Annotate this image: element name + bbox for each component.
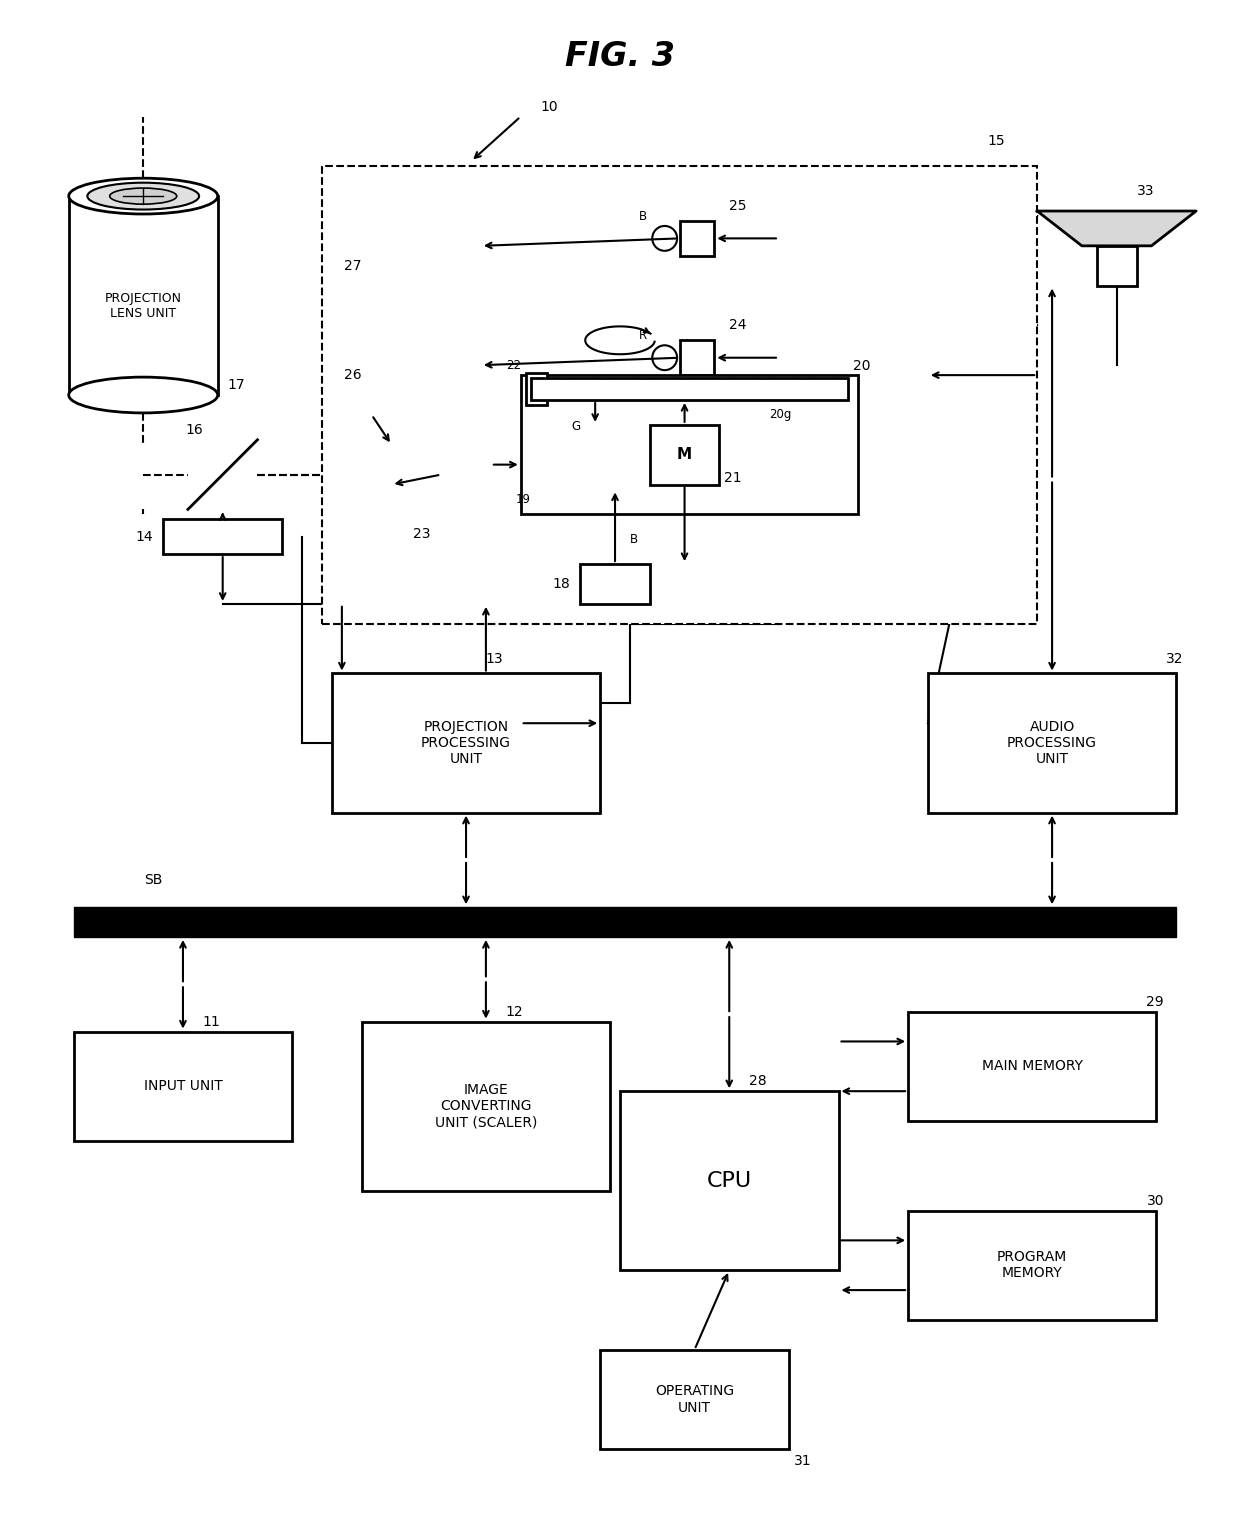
Text: M: M xyxy=(677,448,692,461)
Text: FIG. 3: FIG. 3 xyxy=(565,41,675,73)
Bar xyxy=(650,425,719,484)
Text: 12: 12 xyxy=(506,1005,523,1019)
Text: 16: 16 xyxy=(185,423,203,437)
Ellipse shape xyxy=(652,346,677,370)
Text: 20g: 20g xyxy=(769,408,791,422)
Text: PROJECTION
LENS UNIT: PROJECTION LENS UNIT xyxy=(104,291,182,320)
Text: 15: 15 xyxy=(987,134,1006,148)
Text: OPERATING
UNIT: OPERATING UNIT xyxy=(655,1384,734,1415)
Text: PROJECTION
PROCESSING
UNIT: PROJECTION PROCESSING UNIT xyxy=(422,720,511,766)
Text: 10: 10 xyxy=(541,99,558,114)
Bar xyxy=(680,221,714,256)
Ellipse shape xyxy=(109,187,177,204)
Ellipse shape xyxy=(68,378,218,413)
Text: 30: 30 xyxy=(1147,1194,1164,1208)
Bar xyxy=(73,1031,293,1141)
Bar xyxy=(521,375,858,515)
Text: 23: 23 xyxy=(413,527,430,541)
Text: 18: 18 xyxy=(553,577,570,591)
Text: 26: 26 xyxy=(345,369,362,382)
Bar xyxy=(322,166,1037,624)
Text: 20: 20 xyxy=(853,359,870,373)
Bar xyxy=(580,564,650,603)
Text: B: B xyxy=(630,533,639,545)
Text: 32: 32 xyxy=(1167,652,1184,666)
Text: 28: 28 xyxy=(749,1074,766,1089)
Text: 13: 13 xyxy=(486,652,503,666)
Bar xyxy=(908,1211,1157,1320)
Bar xyxy=(680,340,714,375)
Bar xyxy=(531,378,848,401)
Text: 33: 33 xyxy=(1137,184,1154,198)
Bar xyxy=(908,1011,1157,1121)
Text: 25: 25 xyxy=(729,200,746,213)
Text: 24: 24 xyxy=(729,318,746,332)
Ellipse shape xyxy=(652,225,677,251)
Text: PROGRAM
MEMORY: PROGRAM MEMORY xyxy=(997,1250,1068,1281)
Text: R: R xyxy=(639,329,647,341)
Text: SB: SB xyxy=(144,873,162,888)
Text: 21: 21 xyxy=(724,471,742,484)
Ellipse shape xyxy=(87,183,200,210)
Bar xyxy=(362,1022,610,1191)
Text: CPU: CPU xyxy=(707,1171,751,1191)
Text: IMAGE
CONVERTING
UNIT (SCALER): IMAGE CONVERTING UNIT (SCALER) xyxy=(435,1083,537,1129)
Text: 22: 22 xyxy=(506,359,521,372)
Text: 29: 29 xyxy=(1147,995,1164,1008)
Polygon shape xyxy=(1037,212,1197,245)
Text: 27: 27 xyxy=(345,259,362,273)
Ellipse shape xyxy=(68,178,218,215)
Text: AUDIO
PROCESSING
UNIT: AUDIO PROCESSING UNIT xyxy=(1007,720,1097,766)
Text: 11: 11 xyxy=(203,1014,221,1028)
Text: B: B xyxy=(639,210,647,222)
Text: G: G xyxy=(572,420,580,433)
Text: 19: 19 xyxy=(516,493,531,506)
Bar xyxy=(600,1349,789,1450)
Text: 14: 14 xyxy=(135,530,154,544)
Text: 31: 31 xyxy=(794,1454,811,1468)
Bar xyxy=(928,673,1177,813)
Bar xyxy=(620,1090,838,1270)
Bar xyxy=(1096,245,1137,286)
Text: 17: 17 xyxy=(228,378,246,391)
Text: INPUT UNIT: INPUT UNIT xyxy=(144,1080,222,1094)
Bar xyxy=(526,373,548,405)
Text: MAIN MEMORY: MAIN MEMORY xyxy=(982,1060,1083,1074)
Bar xyxy=(332,673,600,813)
Bar xyxy=(164,519,283,554)
